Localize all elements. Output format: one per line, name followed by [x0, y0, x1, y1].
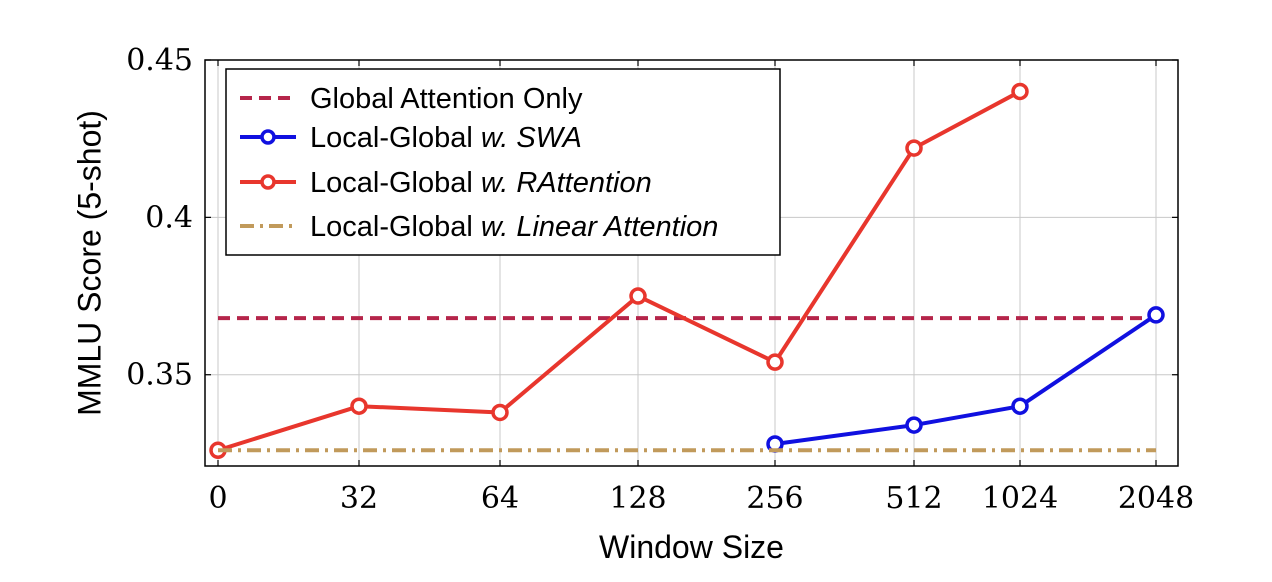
y-tick-label: 0.4: [145, 200, 193, 235]
legend-label-prefix: Global Attention Only: [310, 83, 583, 115]
x-tick-label: 1024: [982, 481, 1058, 516]
legend-label: Local-Global w. SWA: [310, 122, 582, 154]
y-axis-title: MMLU Score (5-shot): [71, 110, 107, 416]
legend-label-suffix: w. Linear Attention: [481, 211, 719, 243]
legend-label-suffix: w. SWA: [481, 122, 582, 154]
data-point-rattention: [905, 139, 923, 157]
legend-label: Local-Global w. RAttention: [310, 167, 652, 199]
legend-label-prefix: Local-Global: [310, 122, 481, 154]
x-tick-label: 256: [746, 481, 803, 516]
data-point-swa: [905, 416, 923, 434]
data-point-rattention: [1011, 82, 1029, 101]
legend-label: Local-Global w. Linear Attention: [310, 211, 718, 243]
x-tick-label: 64: [481, 481, 519, 516]
data-point-swa: [1011, 397, 1029, 415]
legend-label-prefix: Local-Global: [310, 211, 481, 243]
x-tick-label: 128: [609, 481, 666, 516]
data-point-rattention: [766, 353, 784, 371]
legend-label-prefix: Local-Global: [310, 167, 481, 199]
legend-marker: [260, 129, 276, 145]
y-tick-label: 0.35: [126, 358, 193, 393]
data-point-rattention: [350, 397, 368, 415]
data-point-rattention: [491, 403, 509, 422]
data-point-swa: [1147, 306, 1165, 324]
legend-marker: [260, 174, 276, 190]
legend-label-suffix: w. RAttention: [481, 167, 652, 199]
y-tick-label: 0.45: [126, 43, 193, 78]
axis-ticks: 0 32 64 128 256 512 1024 2048 0.35 0.4 0.45: [126, 43, 1194, 516]
legend-box: [225, 68, 781, 256]
x-tick-label: 32: [340, 481, 378, 516]
x-tick-label: 0: [208, 481, 227, 516]
series-line-swa: [774, 313, 1158, 446]
data-point-rattention: [629, 287, 647, 305]
legend: Global Attention Only Local-Global w. SWA…: [225, 68, 781, 256]
x-axis-title: Window Size: [599, 529, 784, 565]
plot-frame: [204, 59, 1179, 467]
x-tick-label: 512: [885, 481, 942, 516]
legend-label: Global Attention Only: [310, 83, 583, 115]
x-tick-label: 2048: [1118, 481, 1194, 516]
series-layer: [209, 82, 1165, 460]
